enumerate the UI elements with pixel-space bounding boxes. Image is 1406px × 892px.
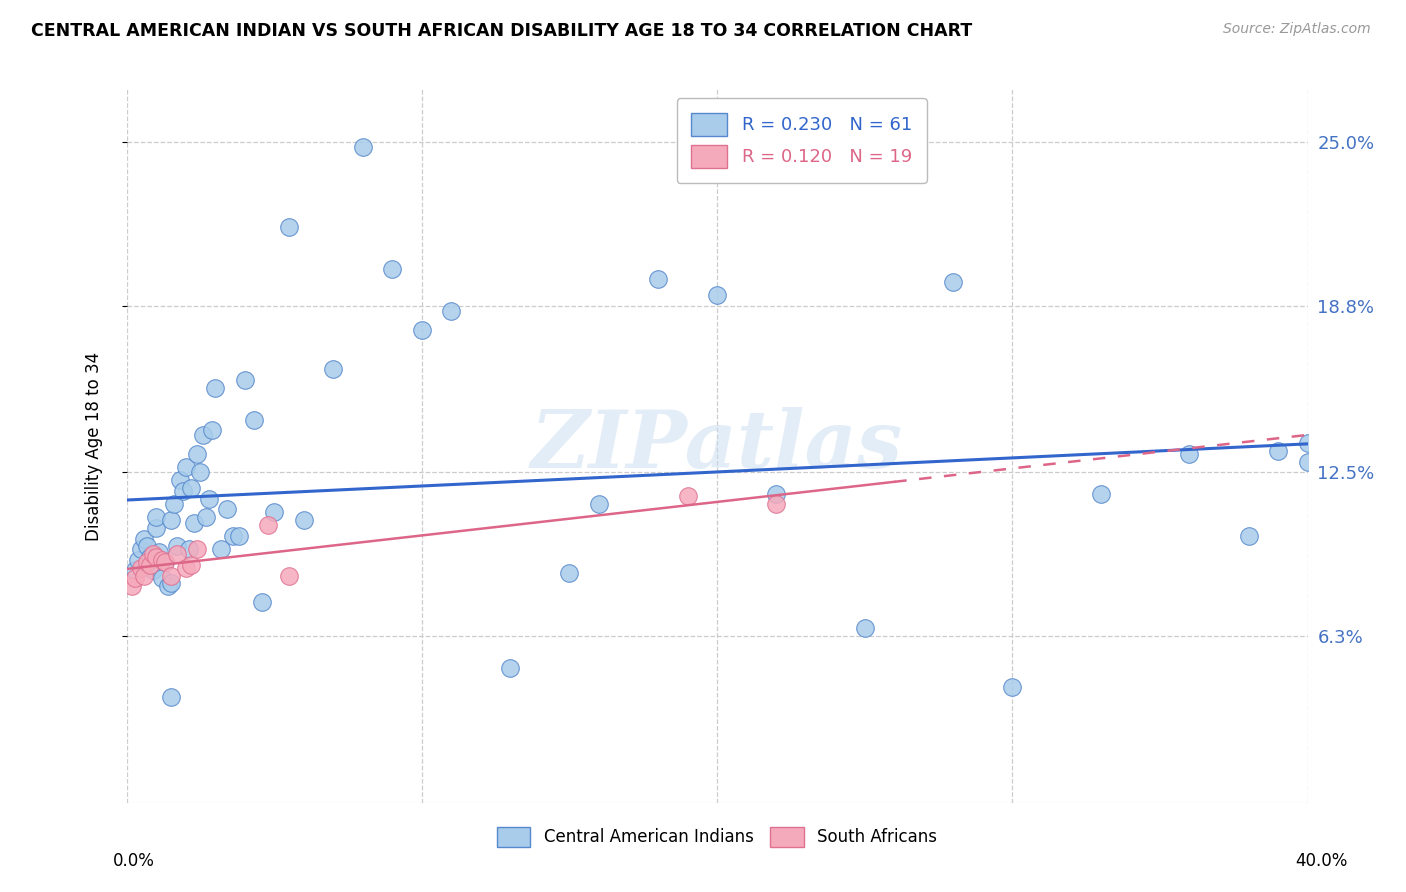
Point [215,502,238,516]
Point [647,272,669,286]
Point [121,579,143,593]
Point [145,510,167,524]
Point [204,381,226,395]
Point [228,529,250,543]
Point [136,555,159,569]
Point [201,423,224,437]
Point [222,529,245,543]
Point [169,474,191,488]
Point [174,460,197,475]
Point [209,542,232,557]
Point [411,323,433,337]
Text: ZIPatlas: ZIPatlas [531,408,903,484]
Y-axis label: Disability Age 18 to 34: Disability Age 18 to 34 [84,351,103,541]
Point [942,275,965,289]
Point [124,571,146,585]
Point [292,513,315,527]
Point [853,621,876,635]
Point [183,516,205,530]
Point [242,412,264,426]
Point [252,595,274,609]
Point [257,518,280,533]
Point [180,481,202,495]
Point [150,571,173,585]
Point [139,549,162,564]
Point [153,555,176,569]
Point [188,466,212,480]
Point [1296,436,1319,450]
Point [263,505,285,519]
Point [558,566,581,580]
Point [153,555,176,569]
Point [1001,680,1024,694]
Point [142,547,165,561]
Point [145,521,167,535]
Point [1237,529,1260,543]
Point [163,497,186,511]
Point [322,362,344,376]
Point [765,486,787,500]
Point [129,560,153,574]
Point [186,542,208,557]
Point [134,532,156,546]
Point [145,549,167,564]
Point [765,497,787,511]
Point [134,568,156,582]
Point [1178,447,1201,461]
Point [142,563,165,577]
Point [136,540,159,554]
Point [166,547,188,561]
Point [160,568,183,582]
Text: Source: ZipAtlas.com: Source: ZipAtlas.com [1223,22,1371,37]
Point [139,558,162,572]
Point [177,542,200,557]
Point [440,304,463,318]
Point [198,491,221,506]
Text: 0.0%: 0.0% [112,852,155,870]
Point [381,261,404,276]
Text: CENTRAL AMERICAN INDIAN VS SOUTH AFRICAN DISABILITY AGE 18 TO 34 CORRELATION CHA: CENTRAL AMERICAN INDIAN VS SOUTH AFRICAN… [31,22,972,40]
Point [676,489,699,503]
Point [150,552,173,566]
Point [160,513,183,527]
Point [174,560,197,574]
Point [172,483,194,498]
Point [352,140,374,154]
Point [233,373,256,387]
Point [278,219,301,234]
Point [278,568,301,582]
Point [588,497,610,511]
Point [148,545,170,559]
Point [127,552,149,566]
Point [1090,486,1112,500]
Point [160,576,183,591]
Point [195,510,218,524]
Point [706,288,728,302]
Point [1267,444,1289,458]
Point [124,563,146,577]
Point [166,540,188,554]
Point [499,661,522,675]
Point [156,579,179,593]
Point [1296,455,1319,469]
Point [160,690,183,704]
Legend: Central American Indians, South Africans: Central American Indians, South Africans [485,815,949,859]
Point [186,447,208,461]
Point [180,558,202,572]
Point [193,428,215,442]
Text: 40.0%: 40.0% [1295,852,1348,870]
Point [129,542,153,557]
